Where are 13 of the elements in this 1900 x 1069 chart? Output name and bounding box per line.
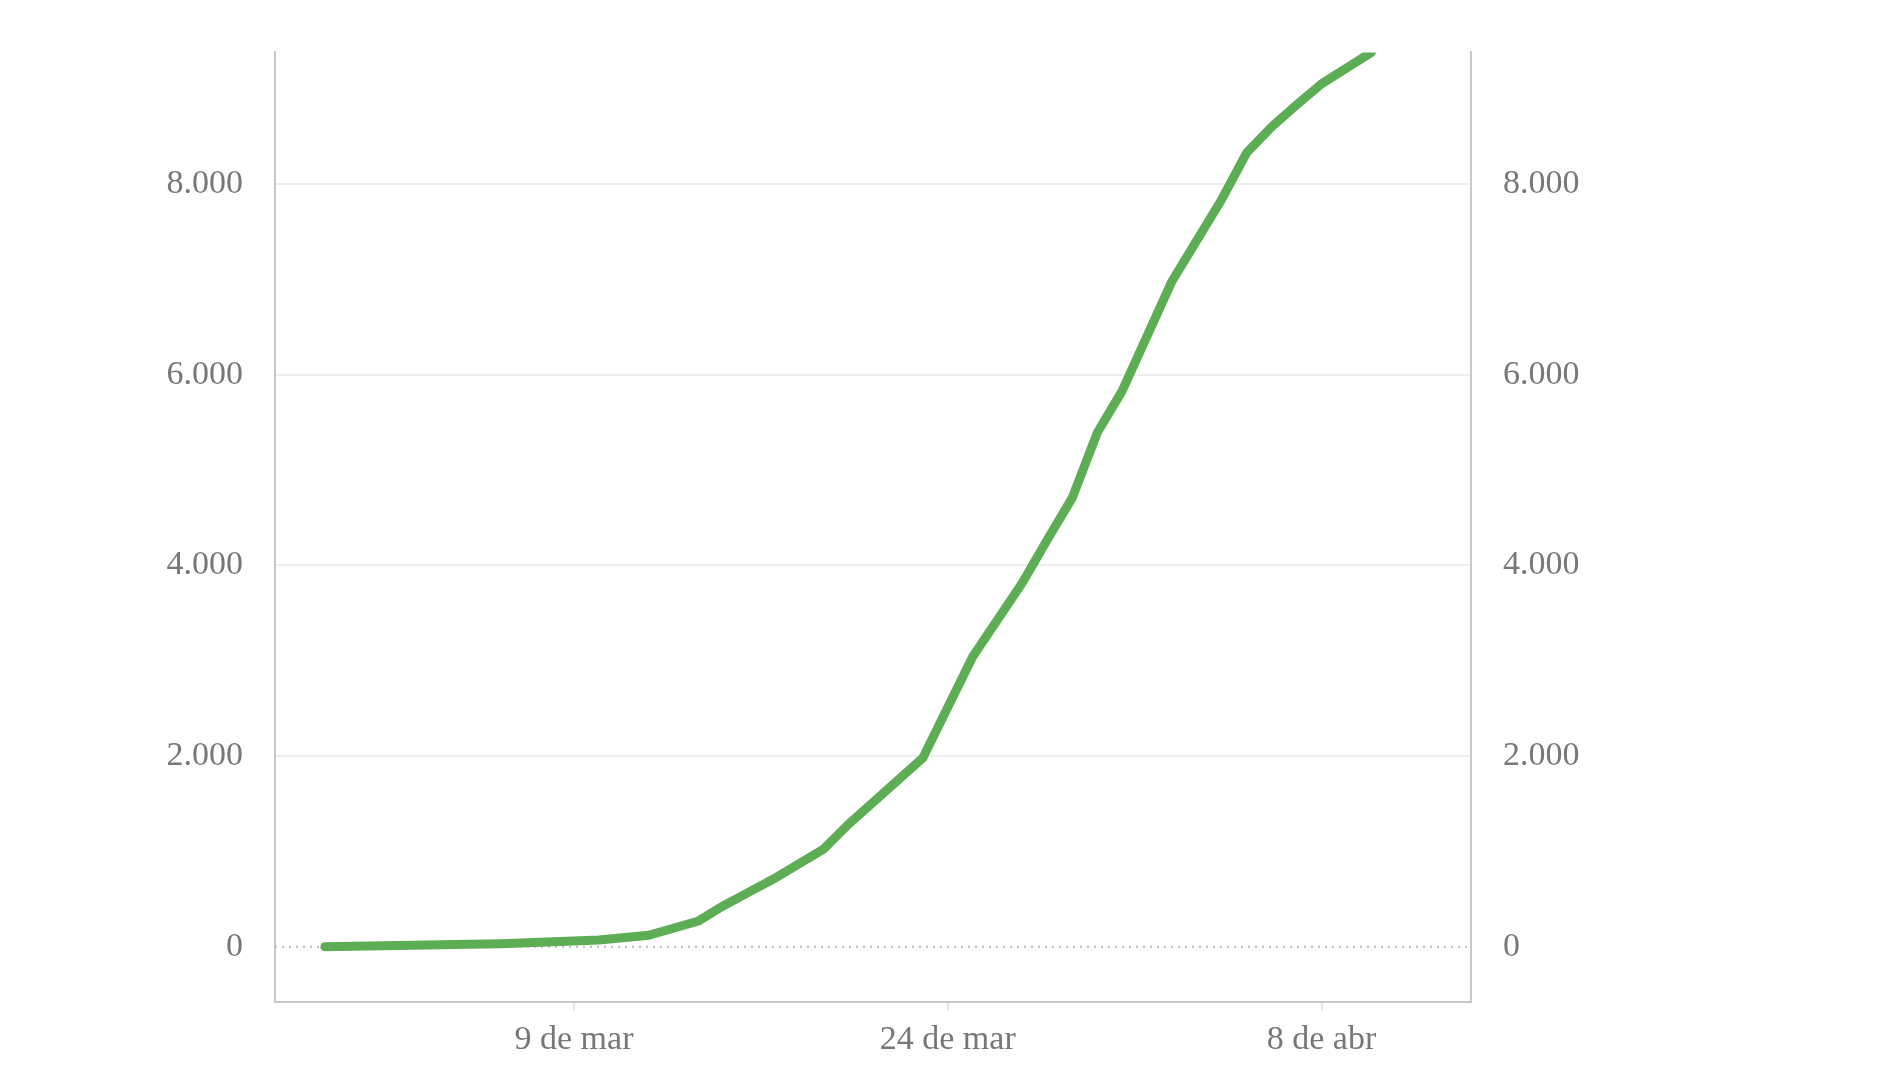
x-tick-label: 8 de abr	[1266, 1019, 1377, 1057]
y2-tick-label: 0	[1503, 925, 1520, 963]
y2-tick-label: 2.000	[1503, 734, 1580, 772]
x-tick-label: 9 de mar	[514, 1019, 635, 1057]
y2-tick-label: 4.000	[1503, 544, 1580, 582]
x-tick-label: 24 de mar	[879, 1019, 1017, 1057]
y-tick-label: 4.000	[166, 544, 243, 582]
y-tick-label: 0	[226, 925, 243, 963]
y2-tick-label: 8.000	[1503, 162, 1580, 200]
y-tick-label: 8.000	[166, 162, 243, 200]
y-tick-label: 6.000	[166, 353, 243, 391]
y-tick-label: 2.000	[166, 734, 243, 772]
y2-tick-label: 6.000	[1503, 353, 1580, 391]
